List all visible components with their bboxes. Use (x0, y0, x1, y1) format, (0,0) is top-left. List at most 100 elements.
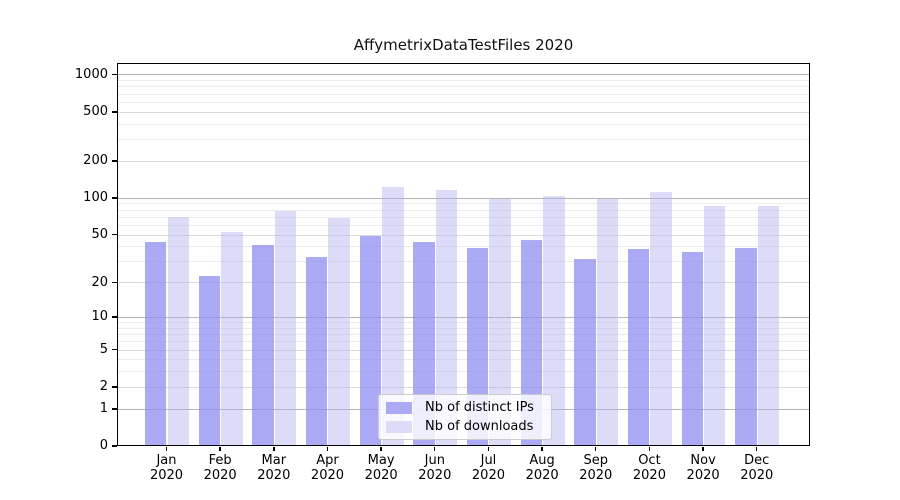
x-tick-label-jul: Jul 2020 (471, 452, 505, 484)
x-tick-label-dec: Dec 2020 (740, 452, 774, 484)
y-tick-mark-1000 (111, 73, 117, 76)
bar-distinct-ips-mar (252, 245, 274, 445)
x-tick-mark-sep (595, 446, 597, 452)
gridline-y-9 (117, 322, 809, 324)
legend-item-downloads: Nb of downloads (379, 419, 551, 435)
gridline-y-400 (117, 123, 809, 125)
x-tick-mark-aug (541, 446, 543, 452)
x-tick-label-oct: Oct 2020 (632, 452, 666, 484)
y-tick-label-1: 1 (99, 401, 108, 417)
gridline-y-100 (117, 197, 809, 199)
x-tick-label-feb: Feb 2020 (203, 452, 237, 484)
x-tick-mark-apr (326, 446, 329, 452)
bar-downloads-may (382, 187, 404, 445)
y-tick-label-1000: 1000 (74, 66, 108, 82)
legend-label-distinct-ips: Nb of distinct IPs (425, 400, 534, 415)
bar-distinct-ips-aug (520, 240, 543, 445)
gridline-y-10 (117, 316, 809, 318)
gridline-y-4 (117, 359, 809, 361)
y-tick-label-100: 100 (83, 190, 108, 206)
bar-downloads-sep (596, 199, 619, 445)
gridline-y-200 (117, 160, 809, 162)
y-tick-mark-5 (111, 349, 117, 351)
y-tick-mark-2 (111, 386, 117, 388)
gridline-y-20 (117, 282, 809, 284)
x-tick-label-aug: Aug 2020 (525, 452, 559, 484)
gridline-y-80 (117, 209, 809, 211)
y-tick-label-0: 0 (99, 438, 108, 454)
bar-downloads-mar (274, 211, 297, 445)
y-tick-mark-100 (111, 197, 117, 199)
x-tick-mark-jun (434, 446, 436, 452)
chart-title: AffymetrixDataTestFiles 2020 (353, 36, 574, 54)
gridline-y-1000 (117, 74, 809, 76)
gridline-y-800 (117, 86, 809, 88)
x-tick-mark-oct (648, 446, 651, 452)
bar-downloads-jun (435, 190, 458, 445)
gridline-y-30 (117, 261, 809, 263)
y-tick-label-200: 200 (83, 153, 108, 169)
y-tick-label-50: 50 (91, 227, 108, 242)
legend-item-distinct-ips: Nb of distinct IPs (379, 400, 551, 416)
bar-distinct-ips-apr (306, 257, 328, 445)
bar-distinct-ips-jan (145, 241, 167, 445)
bar-downloads-dec (757, 205, 780, 445)
bar-distinct-ips-may (359, 235, 382, 445)
gridline-y-60 (117, 224, 809, 226)
x-tick-label-sep: Sep 2020 (579, 452, 613, 484)
x-tick-label-apr: Apr 2020 (310, 452, 345, 484)
bar-distinct-ips-feb (198, 276, 221, 445)
bar-distinct-ips-oct (628, 249, 650, 445)
plot-area (116, 63, 810, 446)
bar-distinct-ips-nov (681, 252, 704, 445)
gridline-y-5 (117, 349, 809, 351)
x-tick-mark-nov (702, 446, 704, 452)
gridline-y-40 (117, 246, 809, 248)
x-tick-label-jan: Jan 2020 (149, 452, 184, 484)
gridline-y-50 (117, 234, 809, 236)
gridline-y-90 (117, 203, 809, 205)
gridline-y-600 (117, 101, 809, 103)
legend-label-downloads: Nb of downloads (425, 419, 534, 434)
legend-swatch-downloads (386, 420, 412, 433)
legend: Nb of distinct IPs Nb of downloads (378, 394, 552, 440)
x-tick-mark-dec (756, 446, 758, 452)
y-tick-mark-20 (111, 281, 117, 284)
legend-swatch-distinct-ips (386, 401, 412, 414)
gridline-y-70 (117, 216, 809, 218)
bar-downloads-jan (167, 217, 189, 445)
y-tick-label-2: 2 (99, 379, 108, 395)
gridline-y-8 (117, 327, 809, 329)
bar-downloads-aug (543, 195, 565, 445)
x-tick-label-nov: Nov 2020 (686, 452, 720, 484)
x-tick-mark-mar (273, 446, 275, 452)
bar-downloads-oct (650, 192, 672, 445)
y-tick-mark-50 (111, 234, 117, 236)
gridline-y-3 (117, 371, 809, 373)
x-tick-mark-jan (165, 446, 168, 452)
gridline-y-300 (117, 139, 809, 141)
x-tick-mark-jul (487, 446, 490, 452)
gridline-y-6 (117, 341, 809, 343)
bar-downloads-jul (489, 198, 511, 445)
bar-downloads-feb (221, 231, 243, 445)
x-tick-label-mar: Mar 2020 (257, 452, 291, 484)
gridline-y-700 (117, 93, 809, 95)
bar-distinct-ips-sep (574, 258, 596, 445)
y-tick-label-20: 20 (91, 274, 108, 290)
y-tick-label-500: 500 (83, 104, 108, 120)
gridline-y-500 (117, 111, 809, 113)
x-tick-mark-may (380, 446, 382, 452)
y-tick-mark-1 (111, 408, 117, 410)
gridline-y-2 (117, 386, 809, 388)
y-tick-mark-10 (111, 316, 117, 318)
y-tick-mark-0 (111, 445, 117, 447)
gridline-y-900 (117, 80, 809, 82)
x-tick-label-may: May 2020 (364, 452, 398, 484)
x-tick-mark-feb (219, 446, 221, 452)
y-tick-label-10: 10 (91, 309, 108, 325)
y-tick-label-5: 5 (99, 342, 108, 358)
bar-downloads-apr (328, 218, 350, 445)
gridline-y-7 (117, 334, 809, 336)
